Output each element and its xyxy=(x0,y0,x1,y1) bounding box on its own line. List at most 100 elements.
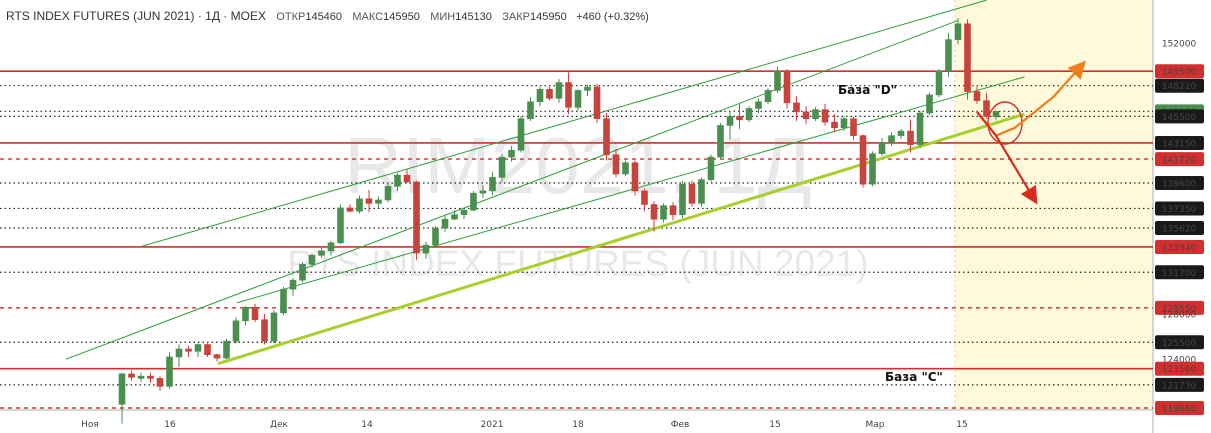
candle[interactable] xyxy=(964,19,971,100)
candle[interactable] xyxy=(460,207,468,220)
candle[interactable] xyxy=(156,376,164,391)
candle[interactable] xyxy=(489,171,496,196)
candle[interactable] xyxy=(498,153,506,182)
candle[interactable] xyxy=(774,66,781,93)
candle[interactable] xyxy=(365,189,373,213)
candle[interactable] xyxy=(669,202,677,221)
candle[interactable] xyxy=(555,79,563,103)
candle[interactable] xyxy=(574,89,582,111)
candle[interactable] xyxy=(137,372,145,382)
candle[interactable] xyxy=(204,343,211,357)
candle[interactable] xyxy=(128,370,135,381)
candle[interactable] xyxy=(242,306,249,326)
candle[interactable] xyxy=(565,72,572,115)
candle[interactable] xyxy=(118,372,126,424)
candle[interactable] xyxy=(527,97,534,121)
candle[interactable] xyxy=(546,87,553,101)
candle[interactable] xyxy=(745,106,753,123)
candle[interactable] xyxy=(327,240,335,256)
candle[interactable] xyxy=(840,116,848,132)
candle[interactable] xyxy=(299,262,306,283)
candle[interactable] xyxy=(603,113,610,161)
candle[interactable] xyxy=(622,160,629,177)
candle[interactable] xyxy=(821,103,829,126)
candle[interactable] xyxy=(261,314,268,345)
candle[interactable] xyxy=(945,32,952,77)
candle[interactable] xyxy=(441,215,449,232)
candle[interactable] xyxy=(232,317,240,344)
candle[interactable] xyxy=(432,225,439,247)
candle[interactable] xyxy=(517,116,525,153)
candle[interactable] xyxy=(935,68,943,98)
candle[interactable] xyxy=(641,188,648,212)
candle[interactable] xyxy=(356,195,363,214)
candle[interactable] xyxy=(612,149,620,178)
candle-body xyxy=(850,118,857,136)
candle[interactable] xyxy=(707,154,715,182)
candle[interactable] xyxy=(403,169,411,184)
candle[interactable] xyxy=(175,344,183,368)
candle[interactable] xyxy=(251,303,259,322)
candle[interactable] xyxy=(147,372,154,383)
candle[interactable] xyxy=(346,204,354,213)
candle[interactable] xyxy=(584,84,591,97)
candle[interactable] xyxy=(888,132,895,146)
candle[interactable] xyxy=(508,145,515,162)
candle[interactable] xyxy=(831,114,838,133)
candle[interactable] xyxy=(166,352,173,389)
candle[interactable] xyxy=(280,286,287,316)
candle[interactable] xyxy=(698,177,705,207)
candle[interactable] xyxy=(764,88,772,104)
candle[interactable] xyxy=(318,246,325,258)
candle[interactable] xyxy=(270,310,278,344)
candle[interactable] xyxy=(394,172,401,191)
candle[interactable] xyxy=(289,277,297,296)
candle[interactable] xyxy=(308,253,316,268)
time-axis[interactable]: Ноя 16 Дек 14 2021 18 Фев 15 Мар 15 xyxy=(81,420,968,430)
candle[interactable] xyxy=(650,201,658,232)
candle[interactable] xyxy=(793,96,800,121)
candle-body xyxy=(147,375,154,379)
candlesticks[interactable] xyxy=(118,18,1000,424)
candle[interactable] xyxy=(992,111,1000,121)
candle[interactable] xyxy=(954,18,962,45)
candle[interactable] xyxy=(631,160,639,196)
candle[interactable] xyxy=(812,107,819,121)
candle[interactable] xyxy=(736,103,743,129)
candle[interactable] xyxy=(479,185,487,198)
candle[interactable] xyxy=(375,196,382,208)
candle[interactable] xyxy=(470,190,477,212)
candle[interactable] xyxy=(850,116,857,141)
candle[interactable] xyxy=(859,134,867,188)
candle[interactable] xyxy=(926,92,933,116)
candle[interactable] xyxy=(802,106,810,125)
candle[interactable] xyxy=(679,180,686,219)
candle[interactable] xyxy=(907,119,914,153)
candle[interactable] xyxy=(916,110,924,149)
candle[interactable] xyxy=(783,68,791,109)
candle[interactable] xyxy=(451,210,458,221)
candle[interactable] xyxy=(973,87,981,104)
candle[interactable] xyxy=(717,123,724,160)
candle[interactable] xyxy=(223,338,230,360)
candle[interactable] xyxy=(384,183,392,203)
candle[interactable] xyxy=(536,87,544,107)
candle[interactable] xyxy=(593,83,601,124)
candle-body xyxy=(631,162,639,192)
candle[interactable] xyxy=(422,241,430,259)
candle[interactable] xyxy=(413,180,420,260)
candle[interactable] xyxy=(755,98,762,114)
candle[interactable] xyxy=(213,353,221,362)
candle[interactable] xyxy=(869,151,876,187)
candle[interactable] xyxy=(726,111,734,141)
candle[interactable] xyxy=(194,343,202,357)
candle[interactable] xyxy=(688,180,696,207)
price-axis[interactable]: 1520001495001482201459501455001431501417… xyxy=(1155,40,1204,416)
candle[interactable] xyxy=(337,204,344,245)
candle[interactable] xyxy=(878,137,886,156)
candle[interactable] xyxy=(897,128,905,139)
candle[interactable] xyxy=(983,92,990,119)
candle[interactable] xyxy=(185,345,192,357)
candle[interactable] xyxy=(660,203,667,223)
